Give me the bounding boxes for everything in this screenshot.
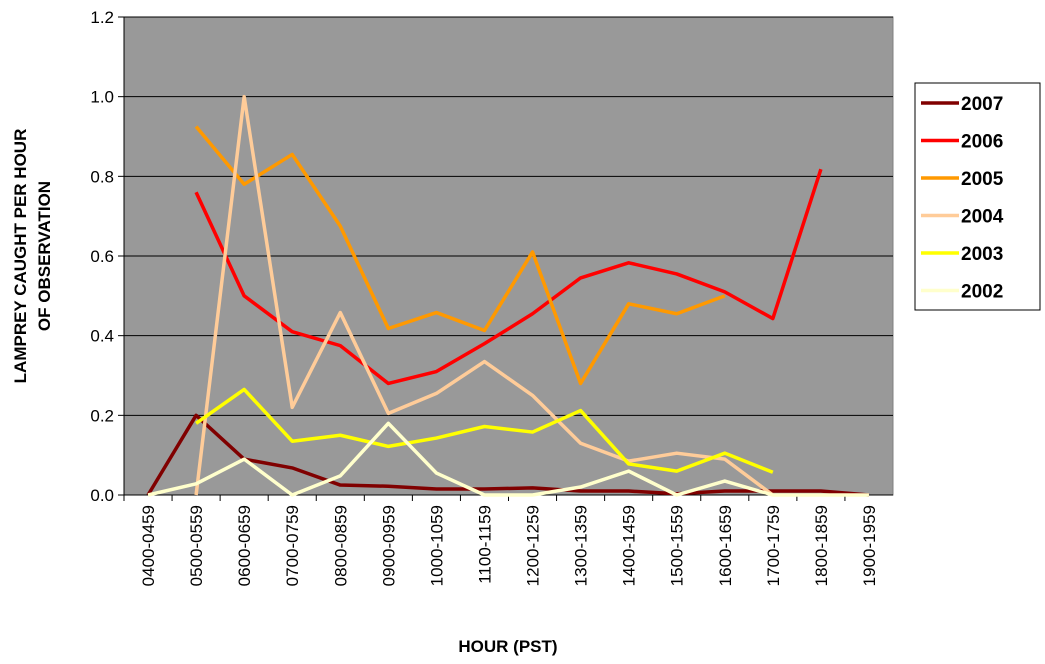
x-tick-label: 0700-0759	[283, 505, 302, 586]
y-tick-label: 1.2	[90, 8, 114, 27]
x-tick-label: 0600-0659	[235, 505, 254, 586]
x-tick-label: 0800-0859	[331, 505, 350, 586]
x-tick-label: 0400-0459	[139, 505, 158, 586]
x-tick-label: 1900-1959	[860, 505, 879, 586]
legend-label: 2006	[961, 132, 1003, 153]
series-line	[194, 125, 726, 386]
series-line	[194, 94, 774, 497]
x-tick-label: 1800-1859	[812, 505, 831, 586]
y-tick-label: 1.0	[90, 88, 114, 107]
legend-label: 2007	[961, 94, 1003, 115]
y-tick-label: 0.8	[90, 167, 114, 186]
x-tick-label: 1200-1259	[524, 505, 543, 586]
legend-label: 2005	[961, 169, 1004, 190]
x-tick-label: 1700-1759	[764, 505, 783, 586]
series-line	[194, 168, 823, 386]
series-line	[195, 387, 774, 474]
x-tick-label: 1000-1059	[427, 505, 446, 586]
y-tick-label: 0.4	[90, 327, 114, 346]
legend-label: 2004	[961, 207, 1004, 228]
x-tick-label: 1400-1459	[620, 505, 639, 586]
x-tick-label: 0900-0959	[379, 505, 398, 586]
x-tick-label: 1600-1659	[716, 505, 735, 586]
y-axis-label: OF OBSERVATION	[35, 181, 54, 331]
y-tick-label: 0.2	[90, 406, 114, 425]
legend-box	[914, 82, 1041, 311]
y-axis-label: LAMPREY CAUGHT PER HOUR	[11, 129, 30, 384]
x-tick-label: 0500-0559	[187, 505, 206, 586]
series-line	[147, 421, 869, 497]
y-tick-label: 0.6	[90, 247, 114, 266]
x-tick-label: 1100-1159	[475, 505, 494, 584]
x-tick-label: 1300-1359	[572, 505, 591, 586]
legend-label: 2002	[961, 282, 1003, 303]
legend-label: 2003	[961, 244, 1003, 265]
x-tick-label: 1500-1559	[668, 505, 687, 586]
y-tick-label: 0.0	[90, 486, 114, 505]
series-line	[146, 413, 870, 497]
x-axis-label: HOUR (PST)	[458, 637, 557, 656]
